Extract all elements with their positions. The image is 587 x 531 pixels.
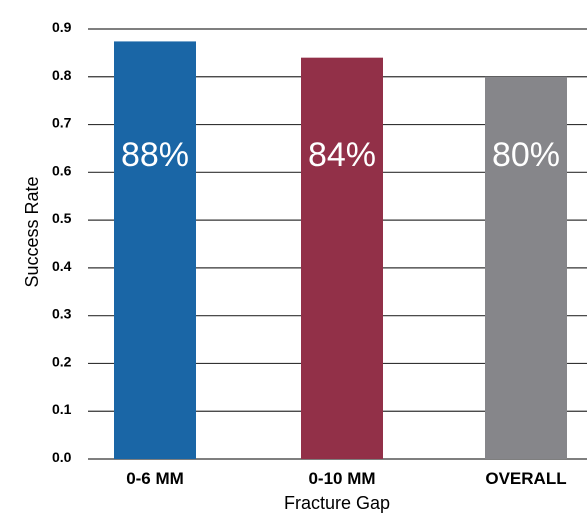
x-category-labels: 0-6 MM 0-10 MM OVERALL [126, 469, 566, 488]
x-axis-title: Fracture Gap [284, 493, 390, 513]
bar [485, 76, 567, 460]
bar-data-label: 84% [308, 136, 376, 174]
bar-data-label: 80% [492, 136, 560, 174]
bar-data-labels: 88% 84% 80% [121, 136, 560, 174]
y-tick-label: 0.2 [52, 353, 72, 369]
x-category-label: 0-6 MM [126, 469, 184, 488]
bar [114, 41, 196, 460]
y-tick-labels: 0.0 0.1 0.2 0.3 0.4 0.5 0.6 0.7 0.8 0.9 [52, 19, 72, 465]
x-category-label: OVERALL [485, 469, 566, 488]
y-tick-label: 0.7 [52, 115, 72, 131]
bars [114, 41, 567, 460]
y-tick-label: 0.1 [52, 401, 72, 417]
y-tick-label: 0.3 [52, 306, 72, 322]
y-axis-title: Success Rate [22, 176, 42, 287]
y-tick-label: 0.6 [52, 162, 72, 178]
x-category-label: 0-10 MM [308, 469, 375, 488]
bar [301, 57, 383, 460]
y-tick-label: 0.0 [52, 449, 72, 465]
bar-data-label: 88% [121, 136, 189, 174]
y-tick-label: 0.9 [52, 19, 72, 35]
y-tick-label: 0.5 [52, 210, 72, 226]
y-tick-label: 0.8 [52, 67, 72, 83]
y-tick-label: 0.4 [52, 258, 72, 274]
